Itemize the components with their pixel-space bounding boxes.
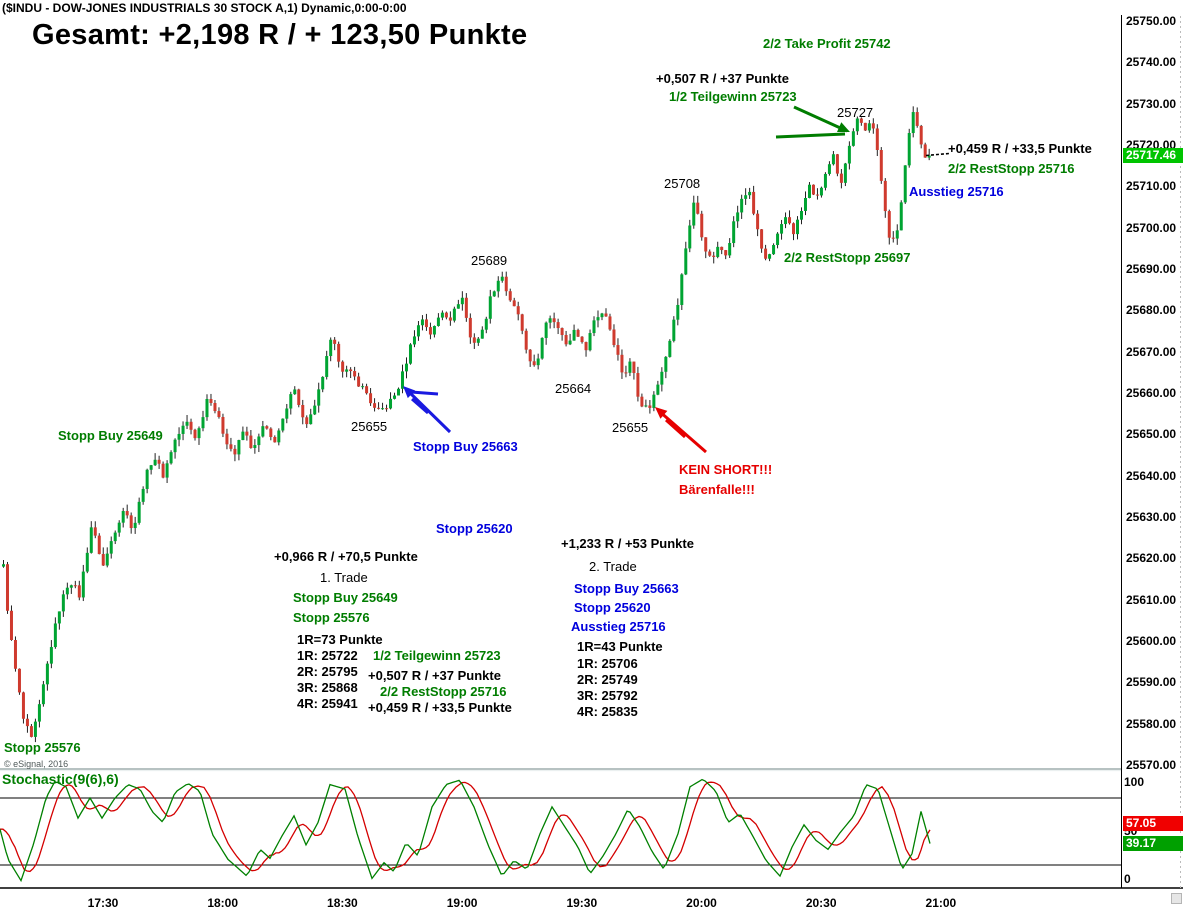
annotation-label: +0,459 R / +33,5 Punkte xyxy=(948,141,1092,156)
chart-frame xyxy=(0,15,1183,889)
annotation-label: 25655 xyxy=(351,419,388,434)
annotation-label: Stopp Buy 25663 xyxy=(574,581,679,596)
candles xyxy=(2,106,931,743)
price-axis-label: 25650.00 xyxy=(1126,427,1177,442)
annotation-label: 2/2 Take Profit 25742 xyxy=(763,36,891,51)
annotation-label: Stopp 25620 xyxy=(436,521,513,536)
annotation-label: 3R: 25792 xyxy=(577,688,638,703)
price-axis-label: 25740.00 xyxy=(1126,55,1177,70)
annotation-label: Ausstieg 25716 xyxy=(909,184,1004,199)
annotation-label: 2/2 RestStopp 25716 xyxy=(948,161,1075,176)
price-axis-label: 25680.00 xyxy=(1126,303,1177,318)
annotation-label: 3R: 25868 xyxy=(297,680,358,695)
annotation-label: © eSignal, 2016 xyxy=(4,759,69,769)
annotation-label: 2. Trade xyxy=(589,559,637,574)
annotation-label: Stopp 25576 xyxy=(4,740,81,755)
window-title-bar: ($INDU - DOW-JONES INDUSTRIALS 30 STOCK … xyxy=(2,1,407,15)
teilgewinn-arrow-icon xyxy=(775,105,850,139)
stoch-k-value-badge: 39.17 xyxy=(1123,836,1183,852)
time-axis-label: 17:30 xyxy=(87,896,119,910)
annotation-label: 25708 xyxy=(664,176,701,191)
price-axis-label: 25730.00 xyxy=(1126,96,1177,111)
price-axis-label: 25700.00 xyxy=(1126,220,1177,235)
price-axis-label: 25710.00 xyxy=(1126,179,1177,194)
annotation-label: 1R=43 Punkte xyxy=(577,639,663,654)
annotation-label: 2/2 RestStopp 25716 xyxy=(380,684,507,699)
price-axis-label: 25580.00 xyxy=(1126,716,1177,731)
annotation-label: 2R: 25749 xyxy=(577,672,638,687)
price-axis-label: 25600.00 xyxy=(1126,633,1177,648)
annotation-label: +0,966 R / +70,5 Punkte xyxy=(274,549,418,564)
price-axis-label: 25690.00 xyxy=(1126,262,1177,276)
total-result-headline: Gesamt: +2,198 R / + 123,50 Punkte xyxy=(32,19,528,51)
time-axis-label: 19:30 xyxy=(566,896,598,910)
annotation-label: 25655 xyxy=(612,420,649,435)
annotation-label: 25664 xyxy=(555,381,592,396)
time-axis-label: 19:00 xyxy=(446,896,478,910)
last-price-projection-line xyxy=(925,152,950,157)
annotation-label: +0,507 R / +37 Punkte xyxy=(368,668,501,683)
price-axis-label: 25620.00 xyxy=(1126,551,1177,566)
price-axis-label: 25640.00 xyxy=(1126,468,1177,483)
price-axis-label: 25610.00 xyxy=(1126,592,1177,607)
price-axis-label: 25660.00 xyxy=(1126,386,1177,400)
annotation-label: 1/2 Teilgewinn 25723 xyxy=(373,648,501,663)
price-axis-label: 25590.00 xyxy=(1126,675,1177,690)
annotation-label: 2/2 RestStopp 25697 xyxy=(784,250,911,265)
current-price-badge: 25717.46 xyxy=(1123,148,1183,163)
annotation-label: 2R: 25795 xyxy=(297,664,358,679)
stoch-k-line xyxy=(0,778,931,883)
annotation-label: Stopp Buy 25663 xyxy=(413,439,518,454)
annotation-label: Stopp 25620 xyxy=(574,600,651,615)
annotation-label: Stopp Buy 25649 xyxy=(58,428,163,443)
stoch-d-value-badge: 57.05 xyxy=(1123,816,1183,832)
time-axis-label: 21:00 xyxy=(925,896,957,910)
annotation-label: 1/2 Teilgewinn 25723 xyxy=(669,89,797,104)
annotation-label: +0,459 R / +33,5 Punkte xyxy=(368,700,512,715)
annotation-label: Stopp Buy 25649 xyxy=(293,590,398,605)
annotation-label: Stopp 25576 xyxy=(293,610,370,625)
price-axis-label: 25630.00 xyxy=(1126,510,1177,524)
kein-short-arrow-icon xyxy=(655,407,707,454)
annotation-label: 4R: 25835 xyxy=(577,704,638,719)
annotation-label: +0,507 R / +37 Punkte xyxy=(656,71,789,86)
price-axis-label: 25750.00 xyxy=(1126,14,1177,28)
annotation-label: 1R: 25722 xyxy=(297,648,358,663)
annotation-label: KEIN SHORT!!! xyxy=(679,462,773,477)
annotation-label: +1,233 R / +53 Punkte xyxy=(561,536,694,551)
time-axis-label: 20:00 xyxy=(686,896,717,910)
stoch-axis-100: 100 xyxy=(1124,775,1145,789)
annotation-label: Ausstieg 25716 xyxy=(571,619,666,634)
stoch-axis-0: 0 xyxy=(1124,872,1131,886)
annotation-label: 1. Trade xyxy=(320,570,368,585)
annotation-label: 25689 xyxy=(471,253,508,268)
annotation-label: 25727 xyxy=(837,105,874,120)
annotation-label: Stochastic(9(6),6) xyxy=(2,771,119,787)
time-axis-label: 18:00 xyxy=(207,896,239,910)
annotation-label: Bärenfalle!!! xyxy=(679,482,755,497)
annotation-label: 4R: 25941 xyxy=(297,696,358,711)
stopp-buy-arrow-icon xyxy=(403,386,452,434)
scroll-corner-button[interactable] xyxy=(1171,893,1182,904)
time-axis-label: 18:30 xyxy=(327,896,358,910)
annotation-label: 1R: 25706 xyxy=(577,656,638,671)
annotation-label: 1R=73 Punkte xyxy=(297,632,383,647)
price-axis-label: 25670.00 xyxy=(1126,344,1177,359)
price-axis-label: 25570.00 xyxy=(1126,757,1177,772)
stoch-d-line xyxy=(0,781,931,873)
time-axis-label: 20:30 xyxy=(805,896,837,910)
